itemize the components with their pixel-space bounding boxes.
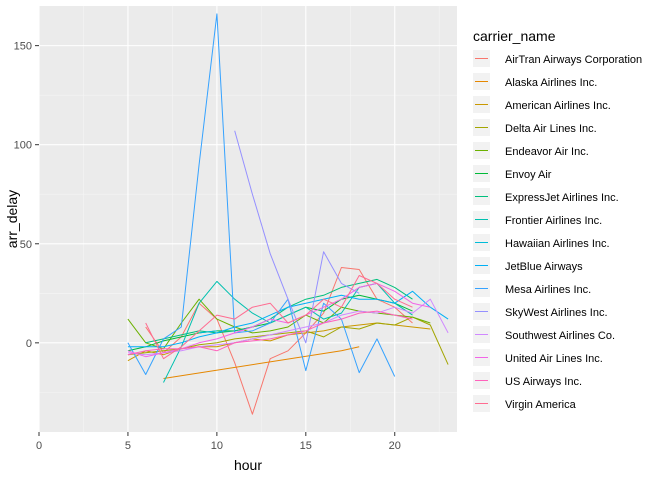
series-line (127, 298, 431, 350)
legend-label: Alaska Airlines Inc. (505, 77, 597, 89)
axis-ticks (35, 45, 396, 436)
series-line (199, 330, 217, 334)
legend-label: Hawaiian Airlines Inc. (505, 238, 610, 250)
x-tick-label: 15 (300, 440, 312, 452)
legend-label: SkyWest Airlines Inc. (505, 307, 608, 319)
series-line (127, 310, 413, 356)
legend-label: AirTran Airways Corporation (505, 54, 642, 66)
x-tick-label: 20 (389, 440, 401, 452)
y-tick-label: 0 (26, 338, 32, 350)
x-tick-label: 10 (211, 440, 223, 452)
legend-label: Frontier Airlines Inc. (505, 215, 602, 227)
legend-label: Envoy Air (505, 169, 552, 181)
series-line (145, 275, 413, 360)
series-line (127, 13, 396, 377)
legend-title: carrier_name (473, 28, 556, 44)
major-gridlines (38, 6, 457, 432)
legend-label: US Airways Inc. (505, 376, 582, 388)
series-lines (127, 13, 449, 415)
x-tick-label: 0 (36, 440, 42, 452)
legend: carrier_name AirTran Airways Corporation… (473, 28, 642, 412)
y-tick-label: 150 (14, 41, 32, 53)
legend-label: Virgin America (505, 399, 577, 411)
y-tick-label: 50 (20, 239, 32, 251)
legend-label: Delta Air Lines Inc. (505, 123, 597, 135)
y-tick-label: 100 (14, 140, 32, 152)
legend-label: American Airlines Inc. (505, 100, 611, 112)
legend-label: Southwest Airlines Co. (505, 330, 615, 342)
legend-items: AirTran Airways Corporation Alaska Airlin… (473, 50, 642, 412)
legend-label: United Air Lines Inc. (505, 353, 603, 365)
y-tick-labels: 0 50 100 150 (14, 41, 32, 350)
y-axis-title: arr_delay (4, 190, 20, 248)
series-line (127, 290, 449, 348)
minor-gridlines (39, 6, 457, 432)
legend-label: Endeavor Air Inc. (505, 146, 589, 158)
legend-label: Mesa Airlines Inc. (505, 284, 591, 296)
x-axis-title: hour (234, 457, 262, 473)
series-line (234, 130, 360, 344)
series-line (145, 267, 413, 415)
legend-label: ExpressJet Airlines Inc. (505, 192, 619, 204)
x-tick-label: 5 (125, 440, 131, 452)
series-line (127, 282, 431, 358)
x-tick-labels: 0 5 10 15 20 (36, 440, 401, 452)
series-line (127, 298, 449, 356)
series-line (163, 346, 360, 379)
legend-label: JetBlue Airways (505, 261, 583, 273)
